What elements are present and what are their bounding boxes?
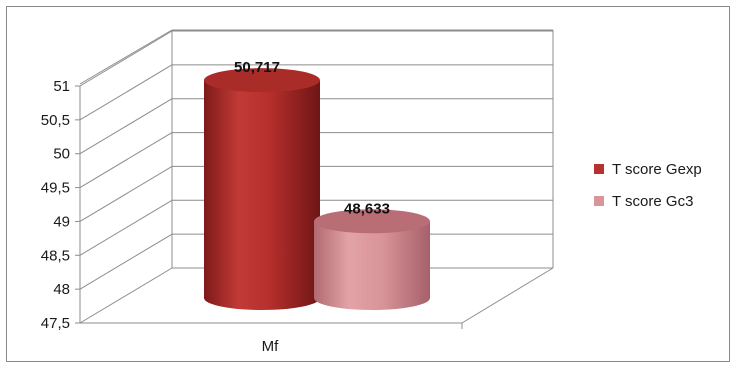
gridline-side [79, 64, 173, 121]
gridline-side [79, 30, 173, 87]
gridline-side [79, 267, 173, 324]
y-tick-label: 51 [53, 78, 70, 95]
legend-swatch [594, 164, 604, 174]
data-label: 50,717 [234, 59, 280, 76]
gridline-side [79, 165, 173, 222]
y-tick-label: 48,5 [41, 247, 70, 264]
gridline-side [79, 199, 173, 256]
bar-top [314, 209, 430, 234]
floor-right-edge [461, 267, 554, 324]
legend: T score Gexp T score Gc3 [594, 161, 702, 210]
bar-body [314, 221, 430, 310]
y-tick-label: 49,5 [41, 180, 70, 197]
bar-2 [314, 209, 430, 310]
legend-swatch [594, 196, 604, 206]
y-axis-ticks: 47,5 48 48,5 49 49,5 50 50,5 51 [41, 78, 70, 332]
y-tick-label: 50 [53, 146, 70, 163]
gridline-side [79, 132, 173, 189]
data-labels: 50,717 48,633 [234, 59, 390, 217]
y-tick-label: 50,5 [41, 112, 70, 129]
y-tick-label: 49 [53, 213, 70, 230]
legend-label: T score Gexp [612, 161, 702, 178]
x-category-label: Mf [262, 338, 279, 355]
data-label: 48,633 [344, 200, 390, 217]
y-tick-label: 47,5 [41, 315, 70, 332]
y-tick-label: 48 [53, 281, 70, 298]
legend-label: T score Gc3 [612, 193, 693, 210]
bars [204, 68, 430, 310]
side-wall-top [79, 29, 173, 85]
bar-body [204, 80, 320, 310]
gridline-side [79, 233, 173, 290]
category-axis: Mf [262, 338, 279, 355]
bar-top [204, 68, 320, 93]
gridline-side [79, 98, 173, 155]
bar-1 [204, 68, 320, 310]
